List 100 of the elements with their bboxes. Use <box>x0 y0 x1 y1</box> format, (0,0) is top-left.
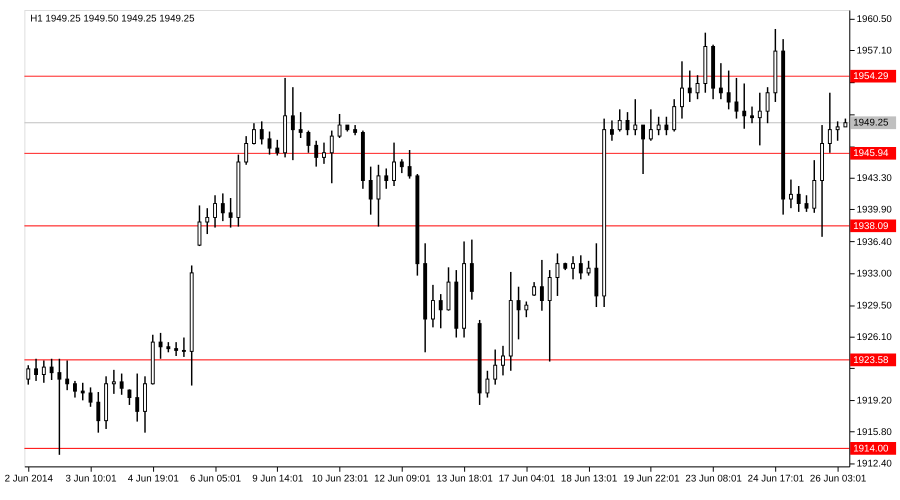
candlestick <box>672 98 676 132</box>
candlestick <box>532 281 536 297</box>
candlestick <box>182 336 186 358</box>
candlestick <box>610 120 614 142</box>
candlestick <box>26 364 30 386</box>
candlestick <box>734 77 738 120</box>
candlestick <box>524 300 528 318</box>
y-tick-label: 1919.20 <box>856 396 892 407</box>
ref-line-label: 1914.00 <box>853 443 890 454</box>
candlestick <box>174 341 178 357</box>
candlestick <box>750 106 754 124</box>
candlestick <box>493 348 498 386</box>
candlestick <box>73 380 77 398</box>
candlestick <box>220 192 225 222</box>
candlestick <box>112 369 116 395</box>
candlestick <box>633 98 638 136</box>
x-tick-label: 24 Jun 17:01 <box>748 473 804 484</box>
y-tick-label: 1933.00 <box>856 268 892 280</box>
candlestick <box>376 164 380 228</box>
candlestick <box>578 254 583 280</box>
x-tick-label: 2 Jun 2014 <box>4 473 54 484</box>
candlestick <box>338 113 342 139</box>
candlestick <box>353 124 358 136</box>
candlestick <box>88 386 92 408</box>
candlestick <box>516 286 521 340</box>
candlestick <box>788 178 793 209</box>
candlestick <box>34 358 38 382</box>
candlestick <box>392 142 396 187</box>
candlestick <box>330 130 334 184</box>
candlestick <box>322 142 326 165</box>
candlestick <box>796 185 801 213</box>
candlestick <box>680 60 684 120</box>
x-tick-label: 18 Jun 13:01 <box>560 473 618 484</box>
ref-line-label: 1949.25 <box>853 118 890 129</box>
y-tick-label: 1943.30 <box>856 173 892 184</box>
candlestick <box>198 204 202 247</box>
candlestick <box>368 166 373 216</box>
candlestick <box>268 130 272 156</box>
candlestick <box>158 332 163 360</box>
candlestick <box>430 284 435 328</box>
candlestick <box>548 269 552 362</box>
candlestick <box>766 86 770 124</box>
candlestick <box>275 139 280 156</box>
ref-line-label: 1945.94 <box>853 148 890 160</box>
candlestick <box>42 360 46 384</box>
candlestick <box>213 194 217 228</box>
candlestick <box>828 92 832 154</box>
candlestick <box>127 388 132 406</box>
candlestick <box>618 108 622 132</box>
candlestick <box>400 158 404 174</box>
x-tick-label: 13 Jun 18:01 <box>436 473 493 484</box>
chart-title: H1 1949.25 1949.50 1949.25 1949.25 <box>30 14 196 25</box>
candlestick <box>96 391 100 434</box>
y-tick-label: 1915.80 <box>856 427 892 438</box>
x-tick-label: 9 Jun 14:01 <box>252 473 304 484</box>
candlestick <box>742 82 746 130</box>
candlestick <box>252 122 256 146</box>
candlestick <box>166 341 170 354</box>
x-tick-label: 17 Jun 04:01 <box>498 473 556 484</box>
candlestick <box>80 382 85 402</box>
x-tick-label: 23 Jun 08:01 <box>685 473 742 484</box>
x-tick-label: 10 Jun 23:01 <box>312 473 368 484</box>
candlestick <box>57 358 62 456</box>
candlestick <box>586 260 591 276</box>
candlestick <box>758 92 762 146</box>
candlestick <box>540 259 544 312</box>
candlestick <box>556 252 560 297</box>
candlestick <box>696 74 700 100</box>
candlestick <box>408 149 412 180</box>
candlestick <box>664 116 668 136</box>
y-tick-label: 1936.40 <box>856 236 892 248</box>
candlestick <box>384 168 388 190</box>
ref-line-label: 1938.09 <box>853 220 888 232</box>
x-tick-label: 3 Jun 10:01 <box>66 473 116 484</box>
candlestick <box>135 372 140 422</box>
candlestick <box>804 194 808 213</box>
candlestick <box>501 345 505 376</box>
candlestick <box>641 124 646 175</box>
candlestick <box>120 372 124 396</box>
candlestick <box>438 293 443 330</box>
candlestick <box>290 86 295 161</box>
candlestick <box>688 70 692 103</box>
y-tick-label: 1912.40 <box>856 458 892 470</box>
candlestick <box>306 130 310 154</box>
candlestick <box>726 70 731 110</box>
candlestick <box>571 255 575 280</box>
y-tick-label: 1960.50 <box>856 14 892 26</box>
y-tick-label: 1926.10 <box>856 332 892 344</box>
x-tick-label: 12 Jun 09:01 <box>374 473 430 484</box>
candlestick <box>205 207 210 235</box>
ref-line-label: 1923.58 <box>853 354 888 366</box>
candlestick <box>718 62 723 100</box>
y-tick-label: 1939.90 <box>856 204 892 216</box>
candlestick <box>298 111 303 139</box>
candlestick <box>260 120 264 146</box>
candlestick <box>65 360 70 391</box>
x-tick-label: 6 Jun 05:01 <box>190 473 242 484</box>
candlestick <box>244 135 248 166</box>
candlestick <box>836 120 840 142</box>
y-tick-label: 1957.10 <box>856 46 892 57</box>
